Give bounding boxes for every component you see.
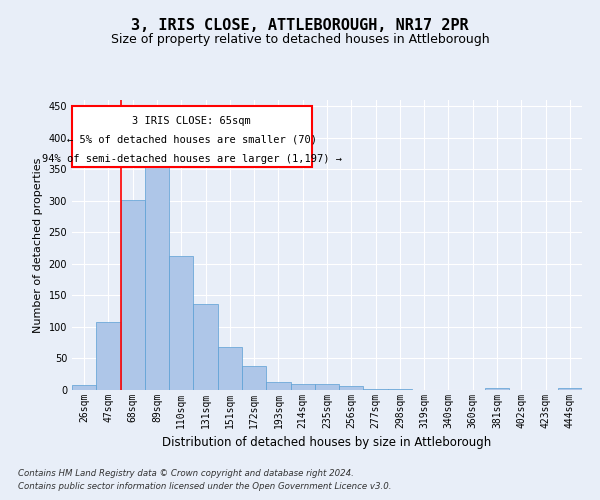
Text: ← 5% of detached houses are smaller (70): ← 5% of detached houses are smaller (70): [67, 135, 317, 145]
Bar: [169, 256, 193, 390]
Text: 3, IRIS CLOSE, ATTLEBOROUGH, NR17 2PR: 3, IRIS CLOSE, ATTLEBOROUGH, NR17 2PR: [131, 18, 469, 32]
Bar: [558, 388, 582, 390]
Bar: [96, 322, 121, 390]
Bar: [339, 386, 364, 390]
Bar: [145, 162, 169, 390]
Bar: [266, 382, 290, 390]
Text: Contains HM Land Registry data © Crown copyright and database right 2024.: Contains HM Land Registry data © Crown c…: [18, 468, 354, 477]
Bar: [315, 384, 339, 390]
Bar: [290, 384, 315, 390]
X-axis label: Distribution of detached houses by size in Attleborough: Distribution of detached houses by size …: [163, 436, 491, 450]
Text: 3 IRIS CLOSE: 65sqm: 3 IRIS CLOSE: 65sqm: [133, 116, 251, 126]
Bar: [242, 366, 266, 390]
Bar: [364, 388, 388, 390]
Text: 94% of semi-detached houses are larger (1,197) →: 94% of semi-detached houses are larger (…: [42, 154, 342, 164]
Bar: [485, 388, 509, 390]
Bar: [388, 388, 412, 390]
Text: Contains public sector information licensed under the Open Government Licence v3: Contains public sector information licen…: [18, 482, 392, 491]
FancyBboxPatch shape: [72, 106, 312, 166]
Bar: [72, 385, 96, 390]
Bar: [218, 346, 242, 390]
Bar: [193, 304, 218, 390]
Text: Size of property relative to detached houses in Attleborough: Size of property relative to detached ho…: [110, 32, 490, 46]
Y-axis label: Number of detached properties: Number of detached properties: [33, 158, 43, 332]
Bar: [121, 200, 145, 390]
